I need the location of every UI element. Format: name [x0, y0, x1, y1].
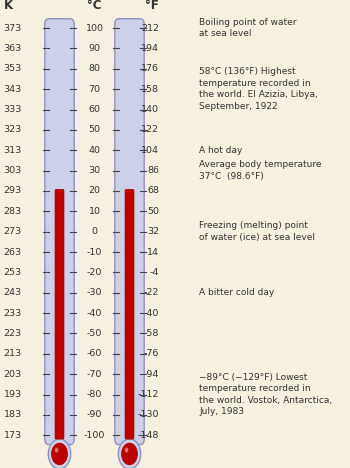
- Text: 0: 0: [91, 227, 98, 236]
- Text: 20: 20: [89, 186, 100, 196]
- Text: 212: 212: [141, 23, 159, 33]
- FancyBboxPatch shape: [45, 19, 74, 445]
- Text: A bitter cold day: A bitter cold day: [199, 288, 275, 297]
- Text: 86: 86: [147, 166, 159, 175]
- Text: 243: 243: [4, 288, 22, 297]
- Circle shape: [121, 443, 138, 465]
- Text: 173: 173: [4, 431, 22, 440]
- Text: 50: 50: [147, 207, 159, 216]
- Text: 194: 194: [141, 44, 159, 53]
- Text: Freezing (melting) point
of water (ice) at sea level: Freezing (melting) point of water (ice) …: [199, 221, 315, 242]
- Text: -40: -40: [144, 308, 159, 318]
- Text: 363: 363: [4, 44, 22, 53]
- Text: 158: 158: [141, 85, 159, 94]
- Text: 100: 100: [85, 23, 104, 33]
- Text: -80: -80: [87, 390, 102, 399]
- Circle shape: [51, 443, 68, 465]
- Text: 353: 353: [4, 64, 22, 73]
- Text: -30: -30: [87, 288, 102, 297]
- Text: -148: -148: [138, 431, 159, 440]
- Text: °C: °C: [87, 0, 102, 12]
- Text: A hot day: A hot day: [199, 146, 243, 155]
- Text: 373: 373: [4, 23, 22, 33]
- Text: 50: 50: [89, 125, 100, 134]
- Text: 32: 32: [147, 227, 159, 236]
- Text: 273: 273: [4, 227, 22, 236]
- Text: 104: 104: [141, 146, 159, 155]
- Text: 10: 10: [89, 207, 100, 216]
- Text: -50: -50: [87, 329, 102, 338]
- Text: -20: -20: [87, 268, 102, 277]
- Circle shape: [125, 447, 128, 453]
- Text: −89°C (−129°F) Lowest
temperature recorded in
the world. Vostok, Antarctica,
Jul: −89°C (−129°F) Lowest temperature record…: [199, 373, 332, 416]
- Text: 90: 90: [89, 44, 100, 53]
- Text: 183: 183: [4, 410, 22, 419]
- Text: -100: -100: [84, 431, 105, 440]
- Text: 30: 30: [89, 166, 100, 175]
- Text: 14: 14: [147, 248, 159, 256]
- Circle shape: [48, 439, 71, 468]
- Circle shape: [55, 447, 58, 453]
- Circle shape: [118, 439, 141, 468]
- Text: 58°C (136°F) Highest
temperature recorded in
the world. El Azizia, Libya,
Septem: 58°C (136°F) Highest temperature recorde…: [199, 67, 318, 111]
- Text: 122: 122: [141, 125, 159, 134]
- Text: -60: -60: [87, 349, 102, 358]
- Text: 68: 68: [147, 186, 159, 196]
- Text: -70: -70: [87, 370, 102, 379]
- FancyBboxPatch shape: [115, 19, 144, 445]
- Text: -4: -4: [150, 268, 159, 277]
- Text: 313: 313: [4, 146, 22, 155]
- Text: 303: 303: [4, 166, 22, 175]
- Text: 203: 203: [4, 370, 22, 379]
- Text: -76: -76: [144, 349, 159, 358]
- Text: 293: 293: [4, 186, 22, 196]
- Text: Average body temperature
37°C  (98.6°F): Average body temperature 37°C (98.6°F): [199, 161, 322, 181]
- FancyBboxPatch shape: [125, 189, 134, 439]
- Text: 323: 323: [4, 125, 22, 134]
- Text: 193: 193: [4, 390, 22, 399]
- Text: 80: 80: [89, 64, 100, 73]
- Text: K: K: [4, 0, 13, 12]
- Text: 333: 333: [4, 105, 22, 114]
- Text: °F: °F: [146, 0, 159, 12]
- Text: 263: 263: [4, 248, 22, 256]
- Text: 140: 140: [141, 105, 159, 114]
- Text: 213: 213: [4, 349, 22, 358]
- Text: 60: 60: [89, 105, 100, 114]
- Text: 40: 40: [89, 146, 100, 155]
- Text: -40: -40: [87, 308, 102, 318]
- Text: -112: -112: [138, 390, 159, 399]
- Text: 283: 283: [4, 207, 22, 216]
- Text: -130: -130: [138, 410, 159, 419]
- Text: 223: 223: [4, 329, 22, 338]
- Text: 176: 176: [141, 64, 159, 73]
- Text: -90: -90: [87, 410, 102, 419]
- FancyBboxPatch shape: [55, 189, 64, 439]
- Text: -94: -94: [144, 370, 159, 379]
- Text: -22: -22: [144, 288, 159, 297]
- Text: 70: 70: [89, 85, 100, 94]
- Text: -10: -10: [87, 248, 102, 256]
- Text: -58: -58: [144, 329, 159, 338]
- Text: 253: 253: [4, 268, 22, 277]
- Text: Boiling point of water
at sea level: Boiling point of water at sea level: [199, 18, 297, 38]
- Text: 233: 233: [4, 308, 22, 318]
- Text: 343: 343: [4, 85, 22, 94]
